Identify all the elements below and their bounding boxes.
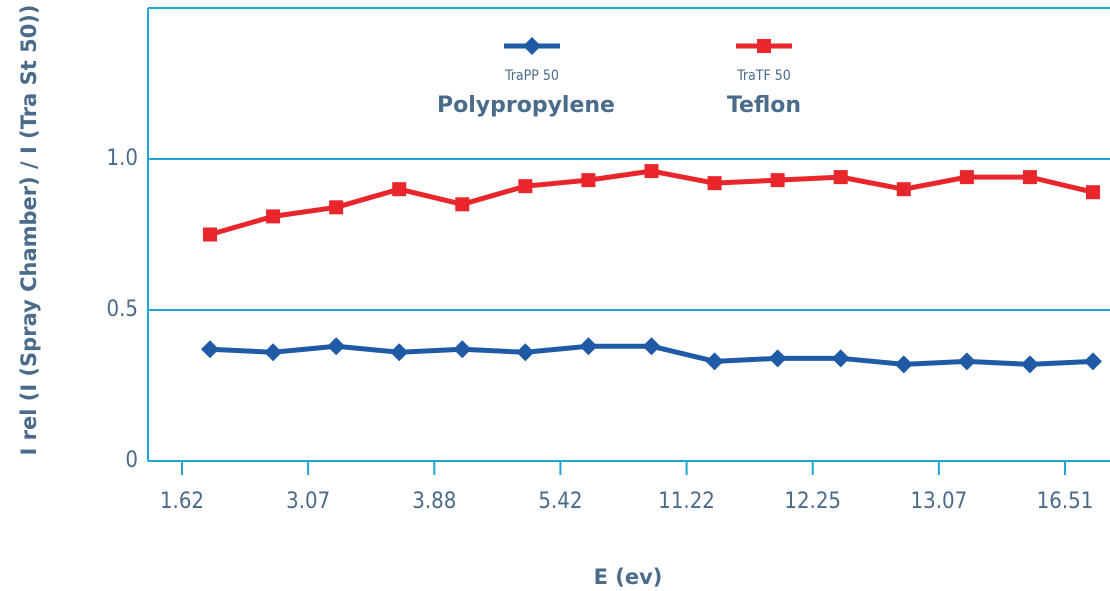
diamond-marker: [390, 343, 409, 362]
legend-name: TraTF 50: [736, 68, 790, 84]
diamond-marker: [523, 37, 541, 55]
legend-description: Teflon: [727, 93, 801, 118]
square-marker: [644, 164, 659, 179]
x-axis-label: E (ev): [594, 565, 663, 589]
square-marker: [833, 170, 848, 185]
diamond-marker: [957, 352, 976, 371]
diamond-marker: [453, 340, 472, 359]
diamond-marker: [642, 337, 661, 356]
square-marker: [1086, 185, 1100, 200]
square-marker: [392, 182, 407, 197]
x-tick-label: 11.22: [658, 489, 715, 514]
x-tick-label: 16.51: [1037, 489, 1094, 514]
diamond-marker: [831, 349, 850, 368]
legend-name: TraPP 50: [504, 68, 559, 84]
diamond-marker: [705, 352, 724, 371]
square-marker: [757, 39, 771, 53]
y-axis-label: I rel (I (Spray Chamber) / I (Tra St 50)…: [17, 5, 41, 456]
square-marker: [896, 182, 911, 197]
x-tick-label: 3.07: [286, 489, 330, 514]
diamond-marker: [768, 349, 787, 368]
x-tick-label: 5.42: [538, 489, 582, 514]
y-tick-label: 0.5: [107, 297, 138, 322]
square-marker: [518, 179, 533, 194]
square-marker: [770, 173, 785, 188]
square-marker: [329, 200, 344, 215]
x-tick-label: 13.07: [911, 489, 968, 514]
x-tick-label: 1.62: [160, 489, 204, 514]
x-tick-label: 12.25: [784, 489, 841, 514]
diamond-marker: [1084, 352, 1102, 371]
y-tick-label: 0: [125, 448, 138, 473]
diamond-marker: [516, 343, 535, 362]
diamond-marker: [201, 340, 219, 359]
square-marker: [707, 176, 722, 191]
square-marker: [266, 209, 281, 224]
y-tick-label: 1.0: [107, 146, 138, 171]
square-marker: [1022, 170, 1037, 185]
square-marker: [959, 170, 974, 185]
diamond-marker: [894, 355, 913, 374]
diamond-marker: [327, 337, 346, 356]
diamond-marker: [264, 343, 283, 362]
diamond-marker: [579, 337, 598, 356]
square-marker: [203, 227, 217, 242]
square-marker: [455, 197, 470, 212]
legend-description: Polypropylene: [437, 93, 615, 118]
x-tick-label: 3.88: [412, 489, 456, 514]
square-marker: [581, 173, 596, 188]
diamond-marker: [1020, 355, 1039, 374]
